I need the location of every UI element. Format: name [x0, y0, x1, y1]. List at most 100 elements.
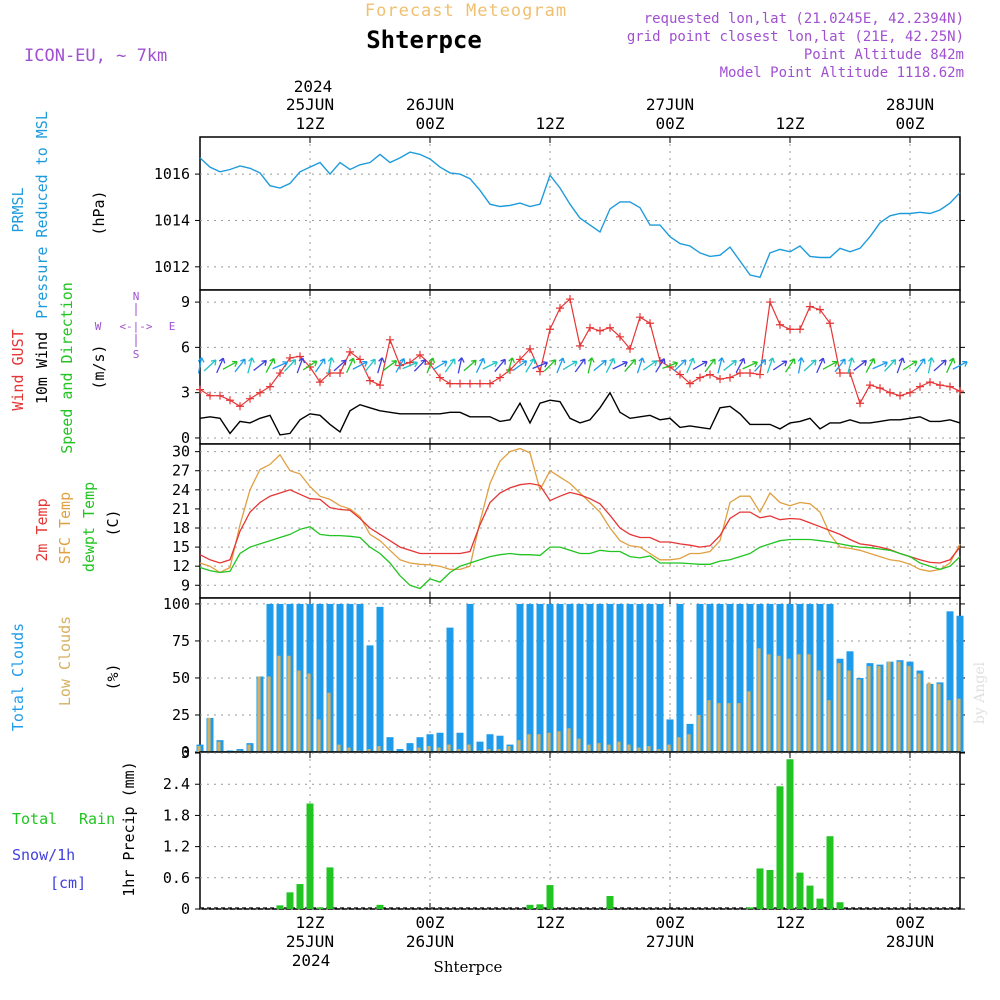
precip-total-label: Total	[12, 810, 57, 828]
wind-arrow-shape	[457, 357, 465, 374]
ytick-label: 12	[172, 557, 190, 575]
gust-marker	[786, 325, 794, 334]
gust-marker	[736, 369, 744, 378]
top-hour-label: 12Z	[776, 114, 805, 133]
ytick-label: 3	[181, 744, 190, 762]
compass-w: W	[95, 320, 102, 333]
rain-bar	[376, 904, 384, 909]
ytick-label: 1014	[154, 211, 190, 229]
low-cloud-bar	[457, 749, 461, 752]
wind-arrow-shape	[203, 359, 217, 372]
wind-arrow-icon	[754, 358, 767, 372]
wind-arrow-shape	[816, 357, 826, 374]
wind-arrow-shape	[624, 358, 636, 372]
dewpt-temp-line	[199, 525, 961, 590]
wind-arrow-icon	[735, 357, 746, 373]
wind-arrow-shape	[352, 360, 368, 370]
low-cloud-bar	[727, 703, 731, 752]
wind-arrow-icon	[914, 358, 926, 373]
gust-marker	[206, 391, 214, 400]
gust-marker	[946, 382, 954, 391]
point-altitude: Point Altitude 842m	[804, 47, 964, 63]
low-cloud-bar	[257, 676, 261, 752]
wind-arrow-shape	[426, 357, 436, 374]
low-cloud-bar	[447, 744, 451, 752]
rain-bar	[276, 905, 284, 909]
wind-arrow-shape	[643, 360, 658, 371]
gust-marker	[606, 323, 614, 332]
low-cloud-bar	[427, 746, 431, 752]
pressure-unit: (hPa)	[90, 190, 108, 235]
gust-marker	[466, 379, 474, 388]
low-cloud-bar	[297, 670, 301, 752]
low-cloud-bar	[757, 648, 761, 752]
wind-arrow-shape	[902, 360, 918, 371]
wind-arrow-shape	[345, 357, 356, 374]
wind-arrow-icon	[525, 358, 536, 373]
pressure-labels: PRMSL Pressure Reduced to MSL (hPa)	[9, 111, 108, 319]
low-cloud-bar	[887, 661, 891, 752]
wind-arrow-icon	[197, 357, 205, 374]
gust-marker	[856, 399, 864, 408]
gust-marker	[226, 396, 234, 405]
low-cloud-bar	[607, 744, 611, 752]
wind-arrow-shape	[896, 357, 906, 374]
low-cloud-bar	[287, 655, 291, 752]
wind-arrow-shape	[302, 360, 318, 371]
total-cloud-bar	[746, 603, 754, 752]
gust-marker	[816, 305, 824, 314]
gust-marker	[836, 369, 844, 378]
low-cloud-bar	[687, 734, 691, 752]
wind-arrow-shape	[723, 359, 737, 372]
low-cloud-bar	[417, 747, 421, 752]
wind-arrow-icon	[643, 360, 658, 371]
wind-arrow-icon	[655, 358, 666, 373]
gust-marker	[546, 325, 554, 334]
total-cloud-bar	[716, 603, 724, 752]
low-cloud-bar	[337, 744, 341, 752]
wind-speed-line	[199, 391, 961, 436]
wind-arrow-icon	[314, 358, 326, 373]
panel-wind: 0 3 6 9	[181, 289, 965, 447]
total-cloud-bar	[626, 603, 634, 752]
total-cloud-bar	[456, 732, 464, 752]
wind-arrow-shape	[612, 360, 628, 370]
wind-arrow-icon	[717, 357, 725, 374]
wind-arrow-shape	[482, 360, 498, 370]
gust-marker	[636, 313, 644, 322]
wind-arrow-shape	[686, 357, 696, 374]
low-cloud-bar	[577, 738, 581, 752]
gust-marker	[216, 391, 224, 400]
ytick-label: 75	[172, 632, 190, 650]
low-cloud-bar	[917, 673, 921, 752]
pressure-label-desc: Pressure Reduced to MSL	[33, 111, 51, 319]
panel-frame-temperature	[199, 443, 961, 599]
gust-marker	[776, 320, 784, 329]
total-cloud-bar	[616, 603, 624, 752]
low-cloud-bar	[657, 749, 661, 752]
wind-arrow-icon	[377, 357, 385, 374]
total-cloud-bar	[496, 735, 504, 752]
bottom-hour-label: 12Z	[296, 913, 325, 932]
wind-arrow-icon	[723, 359, 737, 372]
low-cloud-bar	[947, 700, 951, 752]
ytick-label: 1.2	[163, 838, 190, 856]
wind-arrow-shape	[513, 360, 528, 371]
wind-arrow-icon	[327, 357, 335, 374]
wind-arrow-icon	[426, 357, 436, 374]
total-cloud-bar	[656, 603, 664, 752]
pressure-line	[199, 151, 961, 279]
wind-arrow-shape	[494, 358, 506, 373]
wind-arrow-shape	[754, 358, 767, 372]
top-hour-label: 12Z	[296, 114, 325, 133]
low-cloud-bar	[677, 737, 681, 752]
ytick-label: 2.4	[163, 775, 190, 793]
rain-bar	[286, 892, 294, 909]
gust-marker	[366, 376, 374, 385]
wind-arrow-shape	[952, 360, 968, 370]
total-clouds-label: Total Clouds	[9, 623, 27, 731]
total-cloud-bar	[586, 603, 594, 752]
low-cloud-bar	[827, 700, 831, 752]
gust-marker	[586, 323, 594, 332]
total-cloud-bar	[316, 603, 324, 752]
